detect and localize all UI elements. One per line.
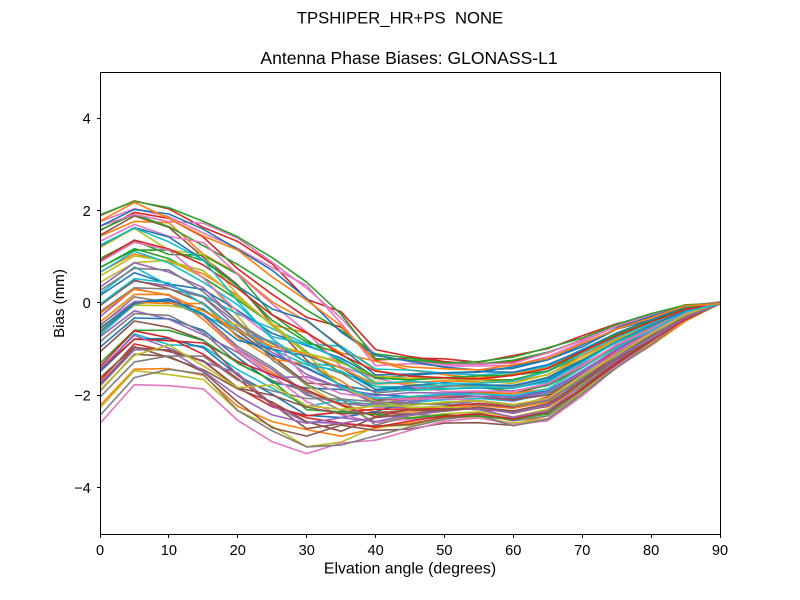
svg-text:4: 4 [83,111,91,127]
svg-text:2: 2 [83,204,91,220]
svg-text:60: 60 [505,543,521,559]
svg-text:80: 80 [643,543,659,559]
svg-text:30: 30 [299,543,315,559]
svg-text:50: 50 [436,543,452,559]
svg-text:Bias (mm): Bias (mm) [51,269,68,338]
svg-text:TPSHIPER_HR+PS NONE: TPSHIPER_HR+PS NONE [297,9,503,28]
svg-text:90: 90 [712,543,728,559]
svg-text:70: 70 [574,543,590,559]
svg-text:20: 20 [230,543,246,559]
svg-text:Antenna Phase Biases: GLONASS-: Antenna Phase Biases: GLONASS-L1 [260,48,557,68]
svg-text:10: 10 [161,543,177,559]
svg-text:Elvation angle (degrees): Elvation angle (degrees) [324,561,496,578]
svg-text:40: 40 [367,543,383,559]
svg-text:−4: −4 [74,481,91,497]
svg-text:0: 0 [96,543,104,559]
svg-text:0: 0 [83,296,91,312]
svg-text:−2: −2 [74,389,91,405]
